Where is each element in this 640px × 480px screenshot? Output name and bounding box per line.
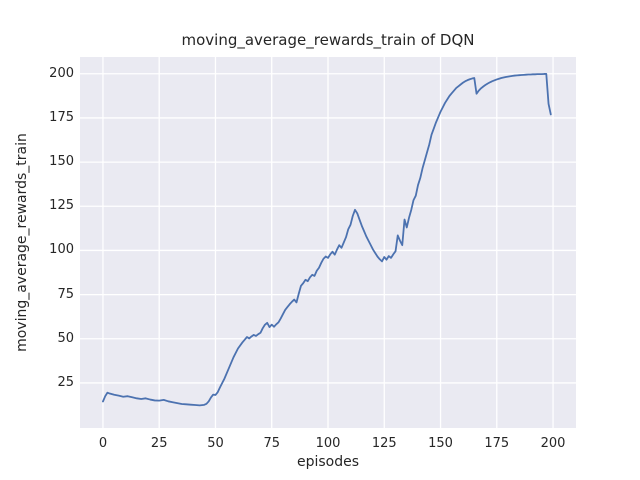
y-tick-label: 150 xyxy=(49,154,74,170)
x-axis-label: episodes xyxy=(296,454,360,470)
gridlines xyxy=(80,57,576,428)
x-tick-label: 100 xyxy=(315,436,341,451)
x-tick-label: 200 xyxy=(540,436,566,451)
y-axis-label: moving_average_rewards_train xyxy=(14,133,30,352)
x-tick-label: 25 xyxy=(150,436,168,451)
y-tick-label: 75 xyxy=(57,286,74,302)
x-tick-label: 150 xyxy=(428,436,453,451)
y-tick-label: 125 xyxy=(49,198,74,214)
x-tick-label: 125 xyxy=(371,436,397,451)
y-tick-label: 200 xyxy=(49,65,74,81)
x-tick-label: 0 xyxy=(98,436,108,451)
data-line-moving_average_rewards_train xyxy=(102,73,552,407)
chart-canvas xyxy=(80,57,576,428)
plot-area xyxy=(80,57,576,428)
chart-title: moving_average_rewards_train of DQN xyxy=(181,31,475,49)
y-tick-label: 25 xyxy=(57,374,74,390)
y-tick-label: 50 xyxy=(57,330,74,346)
x-tick-label: 75 xyxy=(263,436,280,451)
y-tick-label: 175 xyxy=(49,109,74,125)
y-tick-label: 100 xyxy=(49,242,74,258)
x-tick-label: 50 xyxy=(207,436,224,451)
x-tick-label: 175 xyxy=(484,436,510,451)
